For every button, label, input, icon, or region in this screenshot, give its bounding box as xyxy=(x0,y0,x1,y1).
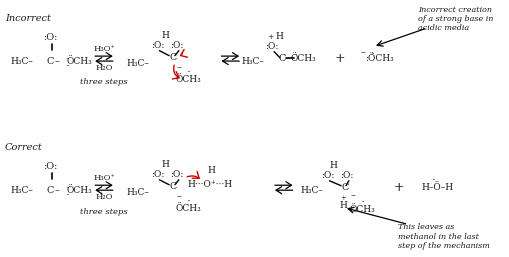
Text: H···O⁺···H: H···O⁺···H xyxy=(187,180,232,189)
Text: H: H xyxy=(161,160,169,169)
Text: C: C xyxy=(277,54,285,63)
Text: ⋅⋅: ⋅⋅ xyxy=(66,61,70,70)
Text: H₃O⁺: H₃O⁺ xyxy=(93,45,115,53)
Text: ÖCH₃: ÖCH₃ xyxy=(349,205,375,214)
Text: H₂O: H₂O xyxy=(95,63,112,71)
Text: H₃C–: H₃C– xyxy=(10,186,33,195)
Text: ⋅⋅: ⋅⋅ xyxy=(293,51,297,59)
Text: H: H xyxy=(275,32,284,41)
Text: ÖCH₃: ÖCH₃ xyxy=(175,75,201,84)
Text: –: – xyxy=(176,63,181,72)
Text: :O:: :O: xyxy=(151,170,164,179)
Text: ÖCH₃: ÖCH₃ xyxy=(175,204,201,213)
Text: –: – xyxy=(55,57,60,66)
Text: :O:: :O: xyxy=(320,171,333,180)
Text: ÖCH₃: ÖCH₃ xyxy=(67,57,92,66)
Text: :O:: :O: xyxy=(265,42,278,51)
Text: C: C xyxy=(47,186,54,195)
Text: C: C xyxy=(341,183,348,192)
Text: C: C xyxy=(169,53,176,62)
Text: This leaves as
methanol in the last
step of the mechanism: This leaves as methanol in the last step… xyxy=(398,223,489,250)
Text: H: H xyxy=(329,161,336,170)
Text: Correct: Correct xyxy=(5,143,43,152)
Text: H₃C–: H₃C– xyxy=(241,57,264,66)
Text: H₃C–: H₃C– xyxy=(10,57,33,66)
Text: H₃C–: H₃C– xyxy=(300,186,323,195)
Text: H–Ö–H: H–Ö–H xyxy=(420,183,453,192)
Text: :O:: :O: xyxy=(151,41,164,50)
Text: –: – xyxy=(350,191,354,200)
Text: ÖCH₃: ÖCH₃ xyxy=(67,186,92,195)
Text: H: H xyxy=(338,201,346,210)
Text: ⋅⋅: ⋅⋅ xyxy=(186,197,190,205)
Text: :ÖCH₃: :ÖCH₃ xyxy=(364,54,392,63)
Text: :O:: :O: xyxy=(170,41,183,50)
Text: +: + xyxy=(340,194,345,202)
Text: H: H xyxy=(161,31,169,40)
Text: +: + xyxy=(334,52,345,65)
Text: H: H xyxy=(208,166,215,175)
Text: H₃O⁺: H₃O⁺ xyxy=(93,174,115,182)
Text: three steps: three steps xyxy=(80,208,128,216)
Text: –: – xyxy=(176,192,181,201)
Text: ⋅⋅: ⋅⋅ xyxy=(66,54,70,63)
Text: :O:: :O: xyxy=(340,171,353,180)
Text: H₃C–: H₃C– xyxy=(127,188,149,197)
Text: ⋅⋅: ⋅⋅ xyxy=(66,184,70,192)
Text: +: + xyxy=(266,33,273,41)
Text: ⋅⋅: ⋅⋅ xyxy=(430,176,435,184)
Text: :O:: :O: xyxy=(170,170,183,179)
Text: :O:: :O: xyxy=(44,162,59,171)
Text: :O:: :O: xyxy=(44,33,59,42)
Text: C: C xyxy=(47,57,54,66)
Text: –: – xyxy=(360,48,365,57)
Text: Incorrect: Incorrect xyxy=(5,14,50,23)
Text: C: C xyxy=(169,182,176,191)
Text: ⋅⋅: ⋅⋅ xyxy=(359,198,364,206)
Text: ⋅⋅: ⋅⋅ xyxy=(369,50,374,58)
Text: +: + xyxy=(392,181,403,194)
Text: ⋅⋅: ⋅⋅ xyxy=(186,68,190,76)
Text: H₃C–: H₃C– xyxy=(127,59,149,68)
Text: three steps: three steps xyxy=(80,78,128,86)
Text: ÖCH₃: ÖCH₃ xyxy=(290,54,316,63)
Text: ⋅⋅: ⋅⋅ xyxy=(66,191,70,199)
Text: Incorrect creation
of a strong base in
acidic media: Incorrect creation of a strong base in a… xyxy=(417,6,492,32)
Text: –: – xyxy=(55,186,60,195)
Text: H₂O: H₂O xyxy=(95,193,112,201)
